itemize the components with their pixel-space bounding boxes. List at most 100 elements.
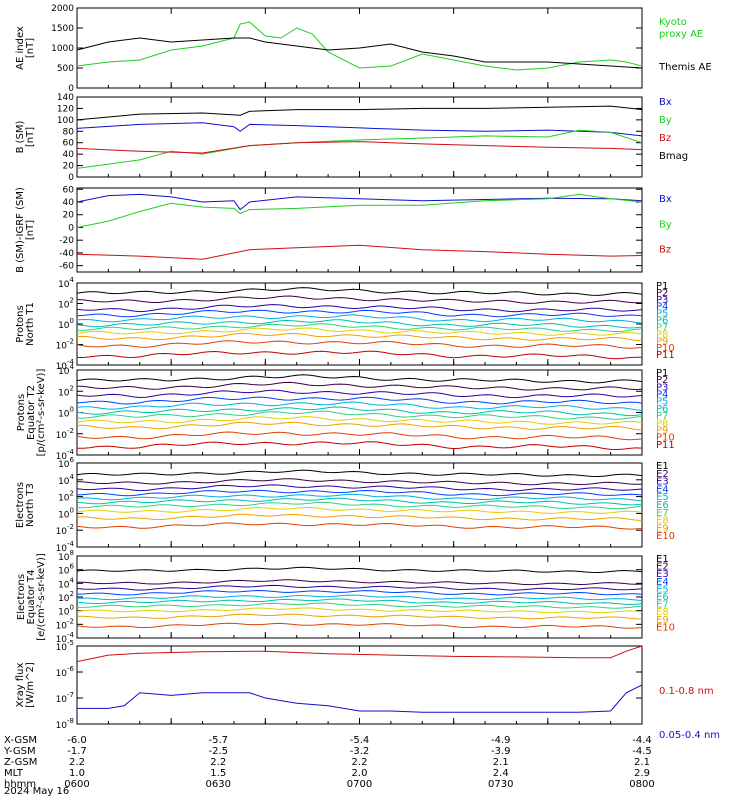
ephemeris-label: MLT	[4, 768, 24, 779]
y-tick-label: 140	[57, 93, 74, 103]
y-tick-label: 100	[57, 116, 74, 126]
legend-p2: P2	[656, 375, 668, 386]
ephemeris-value: 0630	[206, 779, 231, 790]
series-line-e5	[76, 594, 643, 601]
y-tick-label: 120	[57, 104, 74, 114]
series-line-p9	[76, 421, 643, 431]
legend-e4: E4	[656, 484, 669, 495]
series-line-e4	[76, 589, 643, 596]
ephemeris-value: 2.1	[493, 757, 509, 768]
legend-e10: E10	[656, 531, 675, 542]
legend-p8: P8	[656, 329, 668, 340]
legend-entry: Kyoto	[659, 17, 687, 28]
series-line-p6	[76, 406, 643, 417]
legend-e1: E1	[656, 461, 669, 472]
ephemeris-value: 2.9	[634, 768, 650, 779]
legend-p6: P6	[656, 316, 668, 327]
y-axis-label: [nT]	[25, 38, 36, 58]
legend-entry: 0.05-0.4 nm	[659, 730, 720, 741]
ephemeris-value: -4.9	[491, 735, 511, 746]
y-tick-label: 102	[58, 384, 74, 398]
y-axis-label: B (SM)-IGRF (SM)	[15, 187, 26, 273]
legend-p10: P10	[656, 343, 675, 354]
y-tick-label: 1000	[51, 44, 74, 54]
series-line-p5	[76, 314, 643, 324]
legend-entry: Bz	[659, 245, 671, 256]
legend-p3: P3	[656, 295, 668, 306]
series-line-p4	[76, 396, 643, 405]
y-tick-label: 40	[63, 198, 75, 208]
y-axis-label: North T1	[25, 302, 36, 346]
legend-e8: E8	[656, 516, 669, 527]
y-tick-label: 10-2	[56, 617, 74, 631]
legend-p3: P3	[656, 382, 668, 393]
legend-entry: proxy AE	[659, 29, 703, 40]
ephemeris-value: 1.0	[69, 768, 85, 779]
series-line-p1	[76, 287, 643, 296]
panel-4: 10-4 10-2 100 102 104 Protons North T1 P1P2P3P4…	[15, 276, 675, 372]
series-line-e10	[76, 622, 643, 629]
legend-p11: P11	[656, 350, 675, 361]
y-axis-label: Equator T4	[26, 570, 37, 625]
panel-8: 10-8 10-7 10-6 10-5 Xray flux [W/m^2] 0.1-0.8 …	[15, 639, 720, 741]
panel-frame	[76, 187, 643, 273]
legend-p1: P1	[656, 281, 668, 292]
y-tick-label: -60	[59, 262, 74, 272]
legend-entry: Themis AE	[658, 62, 712, 73]
series-line-p9	[76, 332, 643, 342]
y-tick-label: 10-5	[56, 639, 74, 653]
ephemeris-value: -6.0	[67, 735, 87, 746]
series-line-e1	[76, 469, 643, 478]
y-tick-label: 0	[68, 84, 74, 94]
legend-p11: P11	[656, 440, 675, 451]
series-line-p6	[76, 319, 643, 329]
ephemeris-label: Z-GSM	[4, 757, 37, 768]
series-line-bx	[76, 122, 643, 137]
y-tick-label: 20	[63, 162, 75, 172]
ephemeris-value: 0800	[629, 779, 654, 790]
y-axis-label: AE index	[15, 26, 26, 70]
series-line-e9	[76, 613, 643, 620]
y-tick-label: 102	[58, 297, 74, 311]
legend-e2: E2	[656, 562, 669, 573]
legend-e9: E9	[656, 523, 669, 534]
y-tick-label: 102	[58, 490, 74, 504]
y-tick-label: 10-7	[56, 691, 74, 705]
y-tick-label: 104	[58, 363, 74, 377]
series-line-p7	[76, 323, 643, 333]
legend-e6: E6	[656, 592, 669, 603]
series-line-p11	[76, 350, 643, 360]
y-tick-label: 80	[63, 127, 75, 137]
legend-p7: P7	[656, 322, 668, 333]
series-line-bz	[76, 244, 643, 260]
legend-entry: 0.1-0.8 nm	[659, 686, 714, 697]
series-line-e5	[76, 493, 643, 502]
series-line-by	[76, 193, 643, 228]
series-line-e2	[76, 579, 643, 586]
y-axis-label: [W/m^2]	[25, 662, 36, 708]
series-line-bx	[76, 193, 643, 211]
legend-p1: P1	[656, 368, 668, 379]
ephemeris-value: 2.0	[352, 768, 368, 779]
legend-e5: E5	[656, 584, 669, 595]
series-line-p1	[76, 374, 643, 384]
y-tick-label: 1500	[51, 24, 74, 34]
y-tick-label: 108	[58, 549, 74, 563]
y-tick-label: -20	[59, 236, 74, 246]
y-tick-label: 100	[58, 406, 74, 420]
y-axis-label: [p/(cm²-s-sr-keV)]	[36, 369, 47, 457]
ephemeris-value: 0700	[347, 779, 372, 790]
y-tick-label: 10-4	[56, 358, 75, 372]
series-line-themis-ae	[76, 37, 643, 69]
series-line-by	[76, 129, 643, 169]
legend-entry: By	[659, 115, 672, 126]
legend-p4: P4	[656, 390, 668, 401]
series-line-p10	[76, 431, 643, 441]
y-tick-label: 10-2	[56, 427, 74, 441]
ephemeris-value: 2.2	[210, 757, 226, 768]
legend-p8: P8	[656, 418, 668, 429]
y-axis-label: [nT]	[25, 220, 36, 240]
series-line-e6	[76, 497, 643, 506]
